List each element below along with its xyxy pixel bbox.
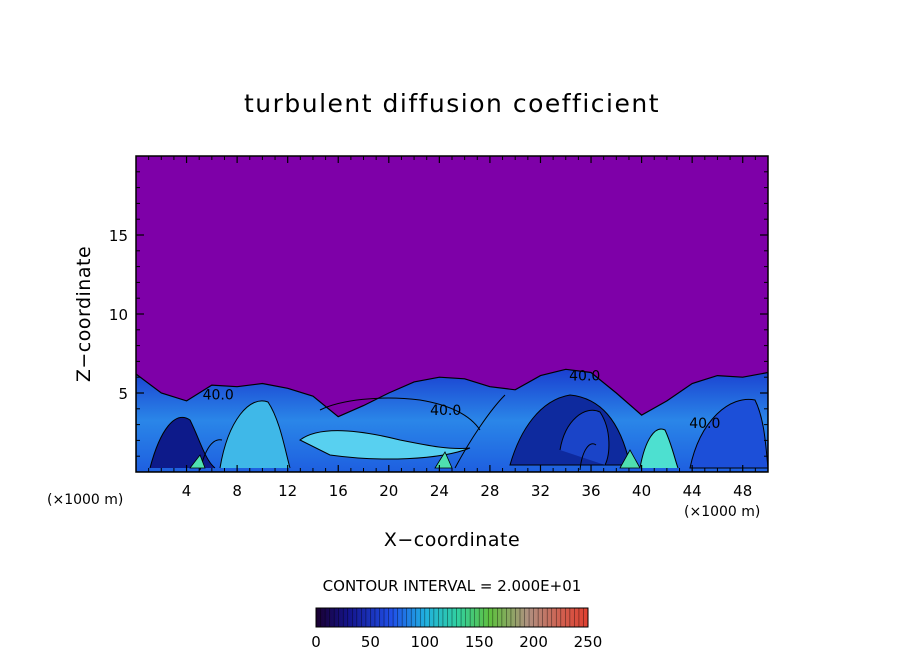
- x-tick-label: 4: [182, 482, 192, 500]
- y-tick-label: 15: [109, 227, 128, 245]
- colorbar-stripes: [320, 608, 584, 627]
- colorbar-tick-label: 200: [519, 633, 548, 651]
- turbulent-eddies: [149, 394, 768, 471]
- x-tick-label: 28: [480, 482, 499, 500]
- y-tick-label: 10: [109, 306, 128, 324]
- x-tick-label: 12: [278, 482, 297, 500]
- x-tick-label: 20: [379, 482, 398, 500]
- colorbar-ticks: 0 50 100 150 200 250: [311, 633, 602, 651]
- x-unit-right: (×1000 m): [684, 504, 760, 520]
- y-tick-label: 5: [118, 385, 128, 403]
- contour-label: 40.0: [569, 368, 600, 384]
- contour-label: 40.0: [203, 387, 234, 403]
- x-tick-label: 48: [733, 482, 752, 500]
- x-axis-ticks: 4 8 12 16 20 24 28 32 36 40 44 48: [148, 156, 756, 500]
- colorbar-tick-label: 50: [361, 633, 380, 651]
- contour-label: 40.0: [430, 403, 461, 419]
- y-axis-ticks: 5 10 15: [109, 171, 768, 457]
- x-tick-label: 44: [683, 482, 702, 500]
- high-value-patches: [189, 449, 641, 469]
- x-tick-label: 24: [430, 482, 449, 500]
- contour-label: 40.0: [689, 416, 720, 432]
- y-axis-label: Z−coordinate: [73, 246, 95, 382]
- x-tick-label: 16: [329, 482, 348, 500]
- x-tick-label: 40: [632, 482, 651, 500]
- colorbar-tick-label: 250: [574, 633, 603, 651]
- plot-field: [136, 156, 768, 472]
- colorbar-tick-label: 100: [410, 633, 439, 651]
- x-axis-label: X−coordinate: [384, 529, 520, 551]
- x-tick-label: 8: [232, 482, 242, 500]
- contour-labels: 40.0 40.0 40.0 40.0: [203, 368, 721, 431]
- contour-interval: CONTOUR INTERVAL = 2.000E+01: [323, 577, 582, 595]
- chart-title: turbulent diffusion coefficient: [244, 89, 660, 118]
- x-tick-label: 32: [531, 482, 550, 500]
- colorbar-tick-label: 0: [311, 633, 321, 651]
- x-tick-label: 36: [581, 482, 600, 500]
- colorbar-tick-label: 150: [465, 633, 494, 651]
- x-unit-left: (×1000 m): [47, 492, 123, 508]
